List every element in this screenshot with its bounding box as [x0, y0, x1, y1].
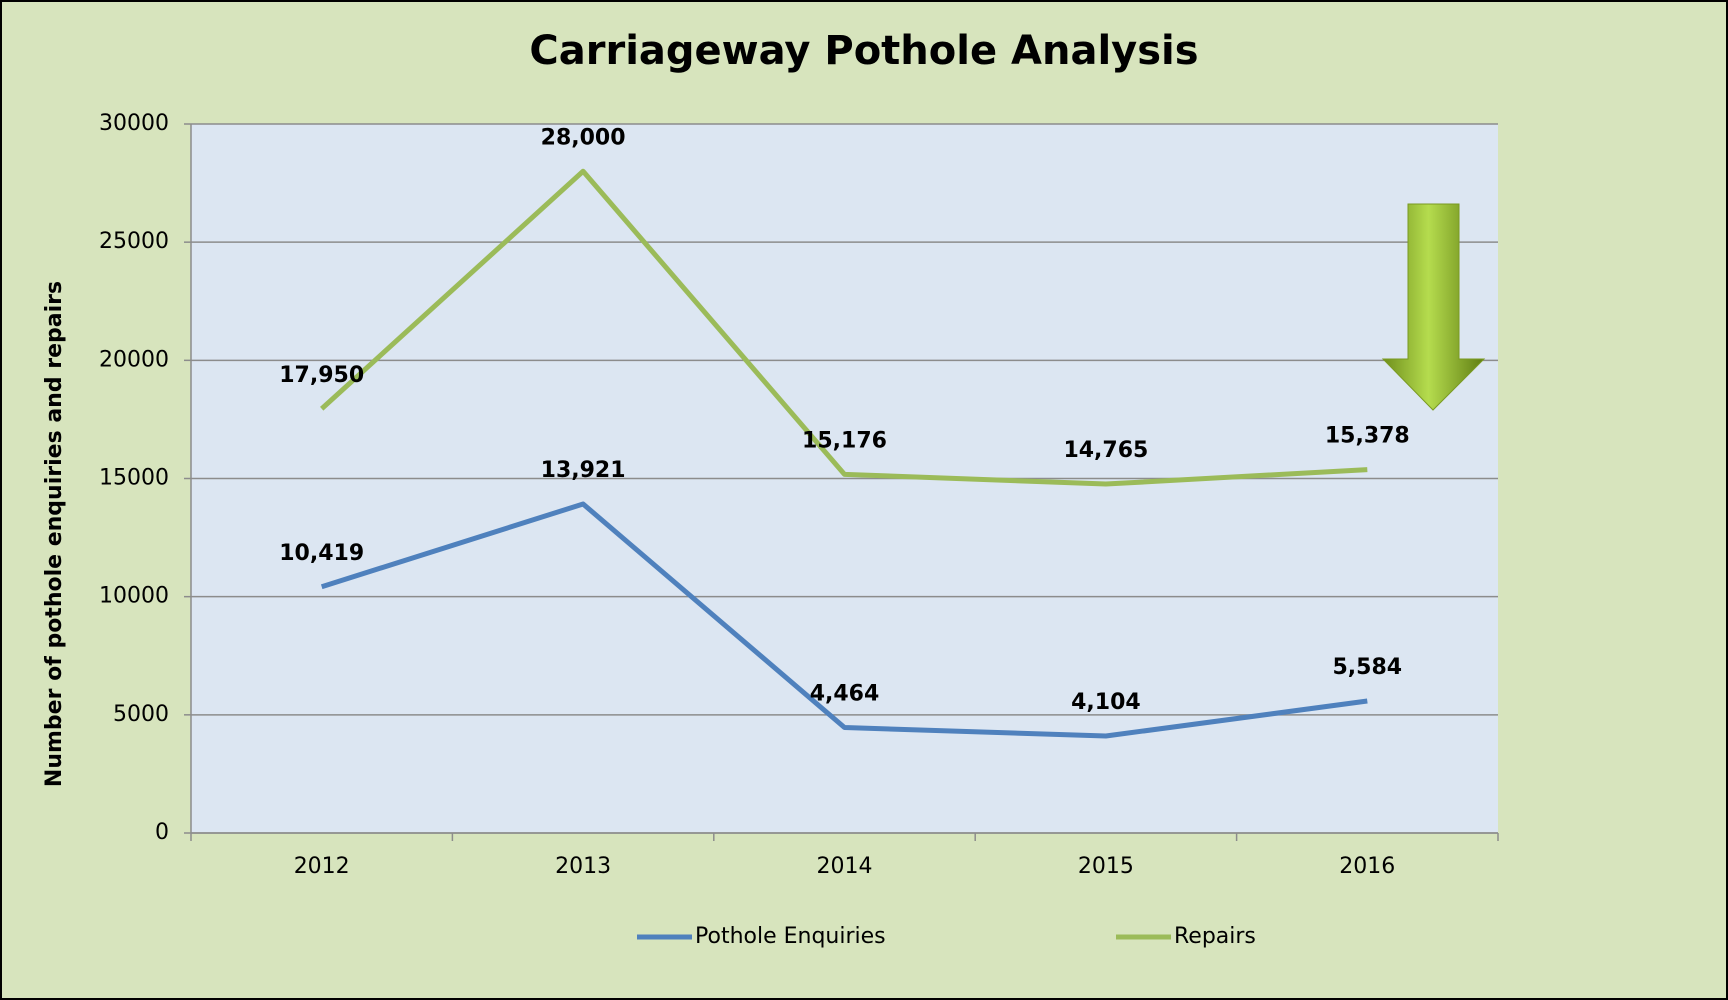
- down-arrow: [1381, 203, 1486, 411]
- y-tick-label: 5000: [113, 702, 169, 727]
- x-tick-label: 2012: [294, 854, 350, 879]
- legend-label: Pothole Enquiries: [695, 924, 886, 949]
- x-tick-label: 2015: [1078, 854, 1134, 879]
- data-label: 4,464: [810, 682, 880, 707]
- y-tick-label: 10000: [99, 584, 169, 609]
- data-label: 17,950: [279, 363, 364, 388]
- data-label: 15,378: [1325, 424, 1410, 449]
- data-label: 10,419: [279, 541, 364, 566]
- x-tick-label: 2016: [1339, 854, 1395, 879]
- data-label: 15,176: [802, 428, 887, 453]
- data-label: 5,584: [1333, 655, 1403, 680]
- data-label: 14,765: [1063, 438, 1148, 463]
- y-axis-label: Number of pothole enquiries and repairs: [42, 281, 67, 787]
- y-tick-label: 25000: [99, 229, 169, 254]
- series-line: [320, 501, 1368, 739]
- data-label: 4,104: [1071, 690, 1141, 715]
- chart-title: Carriageway Pothole Analysis: [529, 28, 1198, 74]
- x-tick-label: 2013: [555, 854, 611, 879]
- data-label: 28,000: [541, 125, 626, 150]
- data-label: 13,921: [541, 458, 626, 483]
- x-tick-label: 2014: [817, 854, 873, 879]
- marks: [320, 168, 1368, 739]
- y-tick-label: 15000: [99, 466, 169, 491]
- y-tick-label: 30000: [99, 111, 169, 136]
- y-tick-label: 20000: [99, 347, 169, 372]
- y-tick-label: 0: [155, 820, 169, 845]
- series-line: [320, 168, 1368, 487]
- legend-label: Repairs: [1174, 924, 1256, 949]
